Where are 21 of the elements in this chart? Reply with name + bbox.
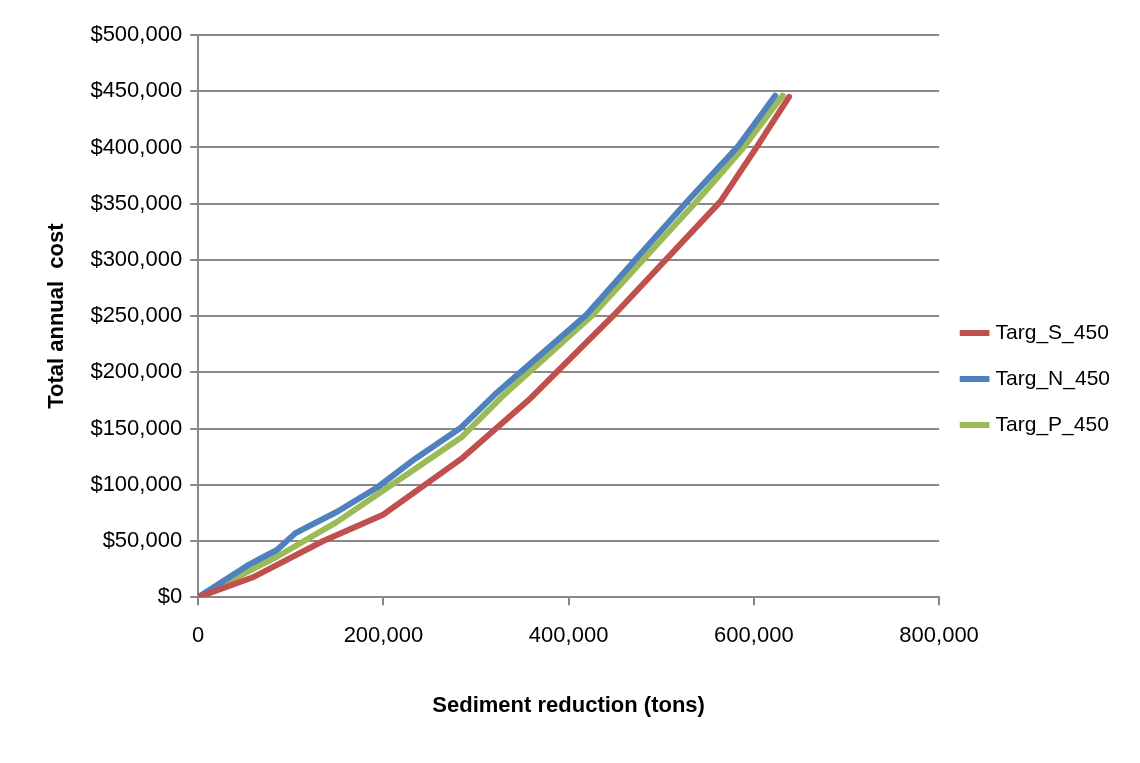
y-tick-label: $450,000 xyxy=(90,77,183,103)
y-tick-label: $50,000 xyxy=(102,527,183,553)
y-tick-label: $0 xyxy=(157,583,183,609)
legend-label: Targ_N_450 xyxy=(995,365,1111,390)
y-tick-label: $500,000 xyxy=(90,21,183,47)
y-tick-label: $250,000 xyxy=(90,302,183,328)
legend-label: Targ_S_450 xyxy=(995,319,1109,344)
y-tick-label: $200,000 xyxy=(90,358,183,384)
x-tick-label: 800,000 xyxy=(899,622,979,648)
x-tick-label: 400,000 xyxy=(528,622,609,648)
x-tick-label: 200,000 xyxy=(343,622,424,648)
y-tick-label: $150,000 xyxy=(90,414,183,440)
x-tick-label: 600,000 xyxy=(714,622,794,648)
x-tick-label: 0 xyxy=(192,622,205,648)
y-tick-label: $350,000 xyxy=(90,189,183,215)
legend-label: Targ_P_450 xyxy=(995,411,1109,436)
y-tick-label: $100,000 xyxy=(90,470,183,496)
x-axis-title: Sediment reduction (tons) xyxy=(432,691,705,717)
y-axis-title: Total annual cost xyxy=(43,222,69,409)
y-tick-label: $400,000 xyxy=(90,133,183,159)
y-tick-label: $300,000 xyxy=(90,245,183,271)
